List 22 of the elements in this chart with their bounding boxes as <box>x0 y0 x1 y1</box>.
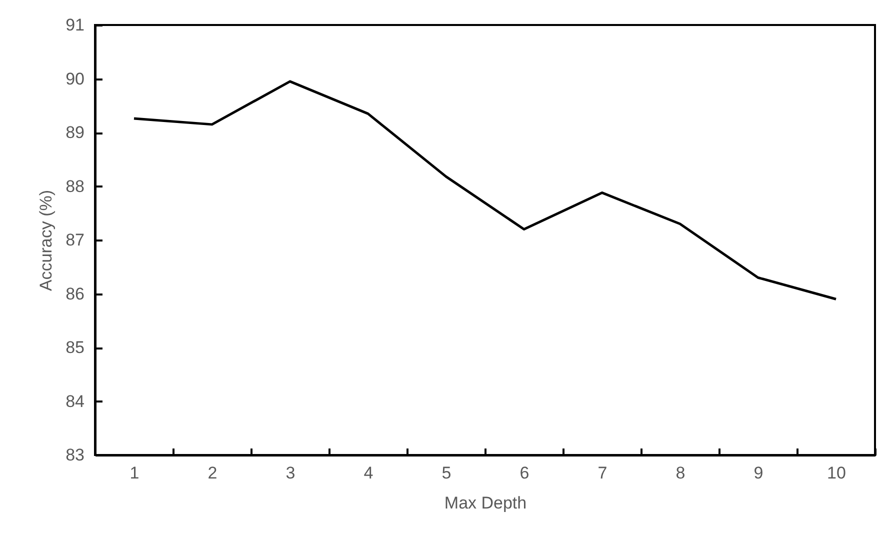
x-tick-label: 6 <box>520 464 530 482</box>
y-tick-label: 90 <box>66 69 84 88</box>
x-tick-label: 3 <box>286 464 296 482</box>
y-tick-label: 87 <box>66 230 84 250</box>
y-axis-title: Accuracy (%) <box>36 190 56 292</box>
x-tick-label: 1 <box>130 464 140 482</box>
y-tick-label: 84 <box>66 392 84 411</box>
x-tick-label: 4 <box>364 464 374 482</box>
y-tick-label: 91 <box>66 16 84 34</box>
x-tick-label: 9 <box>754 464 764 482</box>
y-tick-label: 83 <box>66 446 84 464</box>
x-tick-label: 8 <box>676 464 686 482</box>
line-series <box>132 80 838 300</box>
x-tick-label: 2 <box>208 464 218 482</box>
x-tick-label: 5 <box>442 464 452 482</box>
x-axis-title: Max Depth <box>444 494 527 512</box>
x-tick-label: 10 <box>827 464 846 482</box>
y-tick-label: 88 <box>66 176 84 196</box>
x-tick-label: 7 <box>598 464 608 482</box>
y-tick-label: 86 <box>66 284 84 304</box>
y-tick-label: 89 <box>66 123 84 142</box>
y-tick-label: 85 <box>66 338 84 357</box>
